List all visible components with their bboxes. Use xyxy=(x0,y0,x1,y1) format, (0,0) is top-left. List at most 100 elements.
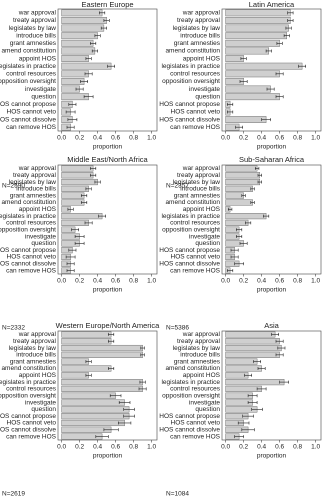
category-label: HOS cannot propose xyxy=(0,247,56,254)
error-bar xyxy=(234,262,244,266)
error-bar xyxy=(109,394,122,398)
bar xyxy=(61,413,130,420)
plot-frame xyxy=(221,330,322,441)
panel-title: Middle East/North Africa xyxy=(67,155,148,164)
category-label: introduce bills xyxy=(16,186,56,193)
bar xyxy=(225,116,267,123)
category-label: amend constitution xyxy=(1,199,56,206)
bar xyxy=(225,39,280,47)
bar xyxy=(225,93,280,101)
error-bar xyxy=(265,49,272,53)
category-label: control resources xyxy=(170,71,221,78)
bar xyxy=(225,9,291,17)
error-bar xyxy=(239,79,248,83)
category-label: grant amnesties xyxy=(174,358,221,365)
x-tick-label: 0.4 xyxy=(257,278,266,285)
error-bar xyxy=(94,180,101,184)
error-bar xyxy=(227,102,234,106)
bar xyxy=(225,213,267,220)
category-label: can remove HOS xyxy=(6,124,57,131)
bar xyxy=(225,70,280,78)
x-tick-label: 0.6 xyxy=(111,135,120,142)
error-bar xyxy=(228,207,233,211)
x-tick-label: 1.0 xyxy=(311,135,320,142)
error-bar xyxy=(65,255,76,259)
x-tick-label: 0.4 xyxy=(93,278,102,285)
bar xyxy=(225,192,244,199)
error-bar xyxy=(283,34,290,38)
category-label: HOS cannot veto xyxy=(7,254,57,261)
bar xyxy=(225,165,258,172)
bar xyxy=(225,338,280,345)
error-bar xyxy=(230,248,239,252)
x-tick-label: 0.8 xyxy=(129,278,138,285)
category-label: HOS cannot veto xyxy=(171,254,221,261)
x-tick-label: 0.4 xyxy=(93,444,102,451)
category-label: legislates in practice xyxy=(161,379,220,386)
category-label: HOS cannot dissolve xyxy=(0,427,56,434)
category-label: investigate xyxy=(189,86,220,93)
category-label: legislates in practice xyxy=(0,213,56,220)
category-label: legislates by law xyxy=(9,25,57,32)
bar xyxy=(225,32,288,40)
x-axis-label: proportion xyxy=(257,144,287,151)
error-bar xyxy=(94,34,101,38)
error-bar xyxy=(65,110,76,114)
category-label: treaty approval xyxy=(13,338,57,345)
error-bar xyxy=(245,221,252,225)
category-label: introduce bills xyxy=(180,352,220,359)
x-tick-label: 1.0 xyxy=(311,278,320,285)
x-tick-label: 0.8 xyxy=(129,444,138,451)
sample-size: N=2590 xyxy=(2,183,25,190)
error-bar xyxy=(239,241,248,245)
category-label: war approval xyxy=(18,165,57,172)
bar xyxy=(225,219,249,226)
error-bar xyxy=(242,414,254,418)
bar xyxy=(225,385,262,392)
error-bar xyxy=(66,125,75,129)
bar xyxy=(225,85,271,93)
bar xyxy=(225,17,291,24)
bar xyxy=(225,24,289,32)
bar xyxy=(61,17,107,24)
x-axis-label: proportion xyxy=(93,287,123,294)
error-bar xyxy=(240,57,247,61)
bar xyxy=(61,178,98,186)
error-bar xyxy=(80,79,88,83)
x-tick-label: 0.6 xyxy=(275,278,284,285)
bar xyxy=(225,344,282,352)
category-label: grant amnesties xyxy=(10,358,57,365)
category-label: amend constitution xyxy=(1,365,56,372)
category-label: investigate xyxy=(189,399,220,406)
x-axis-label: proportion xyxy=(257,453,287,460)
error-bar xyxy=(90,41,97,45)
x-tick-label: 1.0 xyxy=(147,444,156,451)
error-bar xyxy=(99,11,106,15)
error-bar xyxy=(84,72,93,76)
category-label: HOS cannot dissolve xyxy=(159,116,220,123)
category-label: investigate xyxy=(25,399,56,406)
category-label: appoint HOS xyxy=(183,55,221,62)
error-bar xyxy=(139,380,146,384)
bar xyxy=(225,199,253,206)
sample-size: N=2332 xyxy=(2,325,25,332)
category-label: control resources xyxy=(6,71,57,78)
error-bar xyxy=(66,269,75,273)
x-tick-label: 0.0 xyxy=(221,135,230,142)
category-label: treaty approval xyxy=(177,172,221,179)
category-label: legislates in practice xyxy=(161,213,220,220)
error-bar xyxy=(277,346,286,350)
category-label: can remove HOS xyxy=(6,433,57,440)
category-label: war approval xyxy=(18,331,57,338)
plot-frame xyxy=(221,8,322,132)
bar xyxy=(225,172,261,179)
x-tick-label: 0.6 xyxy=(111,278,120,285)
error-bar xyxy=(287,11,294,15)
error-bar xyxy=(95,435,109,439)
error-bar xyxy=(247,394,258,398)
error-bar xyxy=(234,435,244,439)
error-bar xyxy=(241,194,246,198)
error-bar xyxy=(257,366,266,370)
error-bar xyxy=(279,380,289,384)
x-tick-label: 0.4 xyxy=(257,444,266,451)
